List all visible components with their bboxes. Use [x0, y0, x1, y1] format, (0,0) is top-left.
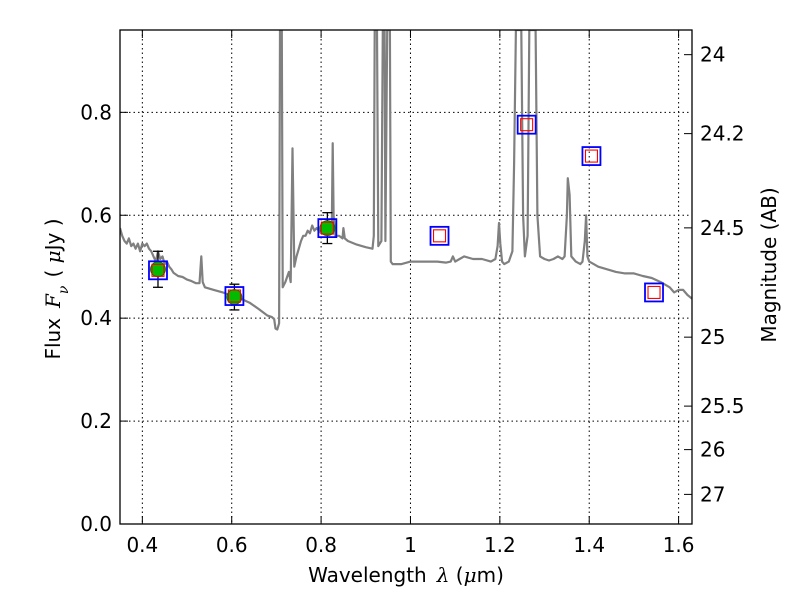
y2-tick-label: 24: [700, 43, 725, 67]
model-spectrum-line: [120, 30, 692, 331]
x-tick-label: 1.2: [484, 533, 516, 557]
model-point-inner: [647, 285, 661, 299]
model-spectrum-layer: [120, 30, 692, 331]
x-tick-label: 1.4: [573, 533, 605, 557]
model-point: [429, 225, 450, 246]
model-photometry-layer: [148, 114, 664, 306]
model-point: [516, 114, 537, 135]
model-point: [644, 282, 664, 303]
y2-tick-label: 24.2: [700, 122, 745, 146]
model-point-inner: [151, 263, 165, 277]
y-tick-label: 0.0: [80, 512, 112, 536]
x-tick-label: 0.4: [126, 533, 158, 557]
model-point-inner: [520, 118, 534, 132]
x-tick-label: 1: [404, 533, 417, 557]
tick-marks: [120, 30, 692, 525]
y-tick-label: 0.4: [80, 306, 112, 330]
observed-photometry-layer: [150, 220, 336, 305]
y2-tick-label: 25: [700, 325, 725, 349]
y2-tick-label: 24.5: [700, 216, 745, 240]
y-tick-label: 0.6: [80, 203, 112, 227]
x-tick-label: 0.6: [216, 533, 248, 557]
y2-tick-label: 27: [700, 482, 725, 506]
y-tick-label: 0.8: [80, 100, 112, 124]
model-point: [581, 146, 602, 166]
x-tick-label: 0.8: [305, 533, 337, 557]
model-point: [317, 218, 338, 239]
model-point-inner: [584, 149, 599, 163]
plot-frame: [119, 29, 693, 525]
model-point-inner: [432, 229, 447, 243]
model-point-inner: [320, 221, 334, 235]
grid: [120, 30, 692, 524]
y-tick-label: 0.2: [80, 409, 112, 433]
x-axis-label: Wavelength λ (μm): [308, 563, 504, 587]
y2-tick-label: 26: [700, 438, 725, 462]
x-tick-labels: 0.4 0.6 0.8 1 1.2 1.4 1.6: [126, 533, 694, 557]
model-point: [148, 260, 168, 281]
y-axis-label: FluxFν( μJy ): [41, 218, 72, 359]
y2-tick-label: 25.5: [700, 394, 745, 418]
x-tick-label: 1.6: [663, 533, 695, 557]
y2-axis-label: Magnitude (AB): [757, 187, 781, 342]
y-tick-labels: 0.0 0.2 0.4 0.6 0.8: [80, 100, 112, 536]
y2-tick-labels: 24 24.2 24.5 25 25.5 26 27: [700, 43, 745, 507]
model-point-inner: [227, 289, 241, 303]
observed-point: [319, 220, 336, 237]
model-point: [224, 286, 245, 306]
